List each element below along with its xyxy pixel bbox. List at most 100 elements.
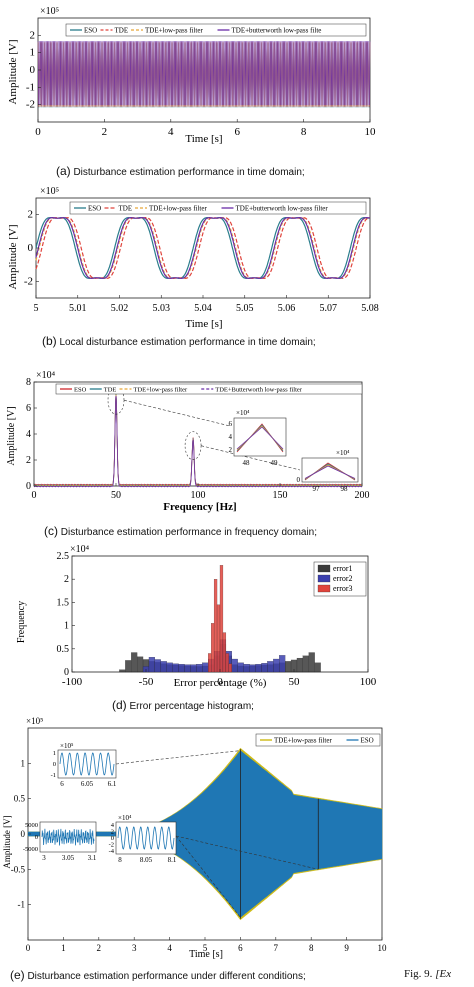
chart-e-inset3-xtick: 8.1	[168, 856, 177, 864]
chart-d-bar-error3	[213, 579, 218, 673]
chart-e-inset2-xtick: 3	[42, 854, 46, 862]
chart-e-inset3-series	[117, 826, 175, 850]
caption-c-text: Disturbance estimation performance in fr…	[60, 527, 318, 538]
chart-c-inset1-xtick: 49	[271, 459, 279, 467]
chart-d-bar-error2	[178, 664, 185, 673]
caption-d-text: Error percentage histogram;	[129, 701, 254, 712]
chart-a-legend-label: ESO	[84, 27, 97, 35]
chart-c: ×10⁴ Amplitude [V] Frequency [Hz] 0 50 100…	[6, 370, 370, 513]
chart-d-bar-error2	[190, 664, 197, 673]
chart-d-bar-error2	[231, 658, 238, 673]
chart-c-xtick-label: 100	[191, 490, 206, 501]
chart-c-inset1-exponent: ×10⁴	[236, 409, 250, 417]
chart-c-inset1-xtick: 48	[243, 459, 251, 467]
chart-d-bar-error2	[166, 662, 173, 673]
chart-e-xtick-label: 6	[238, 943, 243, 953]
chart-c-ytick-label: 6	[26, 403, 31, 414]
chart-a-ytick-label: -1	[26, 81, 35, 93]
caption-e-label: (e)	[10, 968, 25, 982]
chart-d-bar-error1	[119, 669, 126, 673]
chart-a-ytick-label: 0	[30, 64, 36, 76]
chart-c-xtick-label: 50	[111, 490, 121, 501]
chart-c-exponent: ×10⁴	[36, 370, 56, 381]
chart-c-ytick-label: 8	[26, 377, 31, 388]
chart-a-legend	[65, 23, 367, 37]
chart-d-bar-error2	[261, 663, 268, 673]
chart-e-inset3-ytick: 0	[111, 835, 114, 842]
chart-d-bar-error1	[125, 660, 132, 673]
chart-d-bar-error3	[208, 653, 212, 673]
chart-d-xtick-label: 0	[217, 676, 223, 688]
chart-a-legend-label: TDE+butterworth low-pass filte	[232, 27, 322, 35]
chart-e-inset2-xtick: 3.05	[62, 854, 75, 862]
chart-b-ytick-label: -2	[24, 275, 33, 287]
chart-d-ytick-label: 0.5	[57, 644, 70, 655]
chart-e-inset1-ytick: 0	[53, 761, 56, 768]
chart-b-xtick-label: 5.07	[320, 303, 338, 314]
chart-a-xtick-label: 6	[234, 126, 240, 138]
chart-e-ytick-label: 0.5	[14, 794, 26, 804]
chart-a-ytick-label: 1	[30, 47, 36, 59]
chart-e-xtick-label: 10	[378, 943, 388, 953]
chart-e-inset1-ytick: 1	[53, 750, 56, 757]
chart-c-xtick-label: 200	[355, 490, 370, 501]
chart-a-xtick-label: 0	[35, 126, 41, 138]
chart-d-bar-error2	[267, 661, 274, 673]
chart-e-xtick-label: 9	[344, 943, 349, 953]
chart-d-ytick-label: 2.5	[57, 551, 70, 562]
chart-e-inset3-exponent: ×10⁴	[118, 814, 132, 822]
caption-b-text: Local disturbance estimation performance…	[59, 337, 316, 348]
chart-d-bar-error3	[228, 663, 232, 673]
chart-a-ytick-label: 2	[30, 29, 36, 41]
chart-b-xtick-label: 5.02	[111, 303, 129, 314]
chart-d-bar-error1	[308, 652, 315, 673]
chart-e-legend-label: TDE+low-pass filter	[274, 737, 332, 745]
chart-e-xtick-label: 2	[97, 943, 102, 953]
chart-e-inset1-series	[59, 752, 115, 776]
chart-d-bar-error2	[255, 664, 262, 673]
chart-e-inset1-xtick: 6	[60, 780, 64, 788]
chart-c-inset2-xtick: 97	[313, 485, 321, 493]
chart-b-series-tde-low-pass-filter	[35, 216, 371, 280]
chart-d-bar-error2	[148, 657, 155, 673]
chart-c-inset1-frame	[233, 417, 287, 457]
chart-b-xlabel: Time [s]	[185, 318, 222, 330]
chart-d-legend-label: error1	[333, 564, 353, 573]
chart-c-xlabel: Frequency [Hz]	[163, 501, 236, 513]
chart-d-xtick-label: 100	[360, 676, 377, 688]
chart-e-inset2-ytick: 5000	[25, 822, 38, 829]
chart-d-ylabel: Frequency	[16, 601, 27, 643]
chart-d-bar-error1	[296, 657, 303, 673]
chart-d-legend-swatch	[317, 584, 331, 593]
chart-e-inset2-xtick: 3.1	[88, 854, 97, 862]
chart-d-bar-error2	[237, 662, 244, 673]
chart-a-legend-label: TDE+low-pass filter	[145, 27, 203, 35]
chart-a-xtick-label: 4	[168, 126, 174, 138]
chart-c-zoom-arrow-2	[201, 445, 301, 471]
chart-d-xlabel: Error percentage (%)	[174, 677, 267, 689]
chart-e-inset1-xtick: 6.05	[81, 780, 94, 788]
chart-b-legend-label: TDE+butterworth low-pass filter	[236, 205, 329, 213]
chart-a-legend-label: TDE	[115, 27, 129, 35]
chart-c-inset1-ytick: 6	[229, 420, 233, 428]
chart-d: ×10⁴ Frequency Error percentage (%) -100…	[16, 544, 377, 689]
chart-d-legend-label: error2	[333, 574, 353, 583]
chart-b-legend	[69, 201, 367, 215]
chart-d-ytick-label: 1	[64, 621, 69, 632]
chart-d-bar-error2	[279, 655, 286, 673]
chart-e-inset1-exponent: ×10⁵	[60, 742, 74, 750]
chart-d-legend-swatch	[317, 564, 331, 573]
chart-c-inset2-xtick: 98	[341, 485, 349, 493]
chart-c-inset2-exponent: ×10⁴	[336, 449, 350, 457]
chart-d-bar-error1	[131, 652, 138, 673]
chart-b-legend-label: TDE	[119, 205, 133, 213]
chart-d-bar-error3	[225, 653, 229, 673]
chart-a-xtick-label: 2	[102, 126, 108, 138]
chart-e-inset1-xtick: 6.1	[108, 780, 117, 788]
chart-a-ytick-label: -2	[26, 99, 35, 111]
chart-c-inset1-ytick: 4	[229, 433, 233, 441]
chart-d-bar-error2	[172, 663, 179, 673]
chart-d-legend-swatch	[317, 574, 331, 583]
chart-c-zoom-arrow-1	[123, 399, 231, 427]
chart-e-xtick-label: 4	[167, 943, 172, 953]
